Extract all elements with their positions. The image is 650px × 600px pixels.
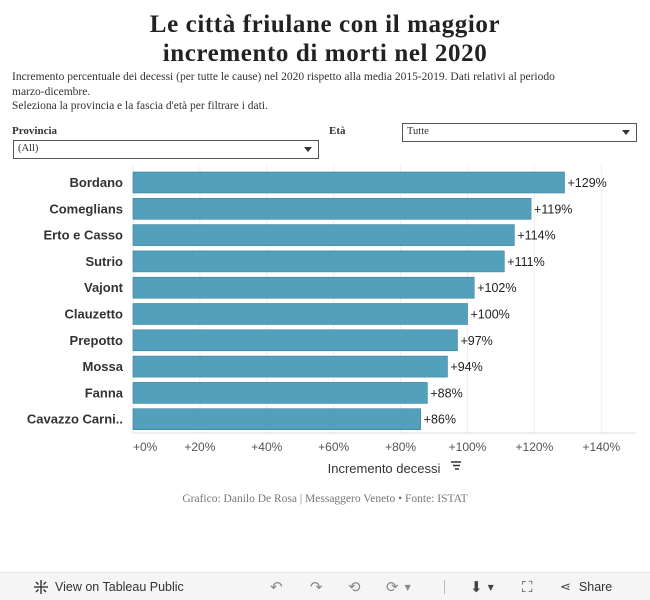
bar [132,382,428,404]
x-tick-label: +0% [133,440,158,454]
download-button[interactable]: ⬇ ▼ [470,573,494,600]
eta-dropdown-value: Tutte [407,126,429,137]
view-on-tableau-button[interactable]: View on Tableau Public [33,573,184,600]
x-tick-label: +60% [318,440,349,454]
value-label: +129% [568,176,607,190]
bar [132,329,458,352]
revert-button[interactable]: ⟲ [348,573,361,600]
refresh-button[interactable]: ⟳ ▼ [386,573,411,600]
provincia-dropdown[interactable]: (All) [13,140,319,159]
x-tick-label: +120% [516,440,554,454]
category-label: Clauzetto [65,307,124,322]
chevron-down-icon: ▼ [487,582,494,592]
share-label: Share [578,580,613,594]
x-tick-label: +40% [251,440,282,454]
chevron-down-icon: ▼ [404,582,411,592]
bar [132,224,515,246]
bar [132,408,421,430]
category-label: Mossa [83,359,124,374]
download-icon: ⬇ [470,578,483,596]
tableau-logo-icon [34,580,48,594]
value-label: +94% [450,360,482,374]
category-label: Prepotto [70,333,124,348]
x-tick-label: +100% [449,440,487,454]
subtitle-line-2: marzo-dicembre. [12,85,91,98]
category-label: Fanna [85,385,124,400]
undo-icon: ↶ [270,578,283,596]
refresh-icon: ⟳ [386,578,399,596]
chart-credit: Grafico: Danilo De Rosa | Messaggero Ven… [182,493,468,505]
value-label: +114% [517,229,555,243]
chart-title: Le città friulane con il maggior increme… [0,10,650,68]
value-label: +88% [430,386,462,400]
redo-icon: ↷ [310,578,323,596]
chevron-down-icon [304,147,312,152]
eta-filter-label: Età [329,125,346,137]
eta-dropdown[interactable]: Tutte [402,123,637,142]
value-label: +111% [507,255,544,269]
category-label: Sutrio [85,254,123,269]
bar [132,250,505,273]
tableau-toolbar: View on Tableau Public ↶ ↷ ⟲ ⟳ ▼ ⬇ ▼ ⛶ ⋖… [0,572,650,600]
category-label: Comeglians [49,201,123,216]
value-label: +102% [477,281,516,295]
bar [132,355,448,378]
view-on-tableau-label: View on Tableau Public [55,580,184,594]
subtitle-line-1: Incremento percentuale dei decessi (per … [12,71,555,83]
x-tick-label: +140% [582,440,620,454]
title-line-2: incremento di morti nel 2020 [162,40,488,67]
redo-button[interactable]: ↷ [310,573,323,600]
category-label: Bordano [70,175,124,190]
value-label: +86% [424,413,456,427]
fullscreen-icon: ⛶ [522,578,533,596]
chevron-down-icon [622,130,630,135]
provincia-filter-label: Provincia [12,125,58,137]
chart-subtitle: Incremento percentuale dei decessi (per … [12,70,632,114]
share-icon: ⋖ [560,579,571,595]
bar [132,171,565,194]
share-button[interactable]: ⋖ Share [560,573,612,600]
category-label: Erto e Casso [44,228,124,243]
fullscreen-button[interactable]: ⛶ [522,573,533,600]
category-label: Cavazzo Carni.. [27,412,123,427]
value-label: +97% [460,334,492,348]
value-label: +100% [471,308,510,322]
revert-icon: ⟲ [348,578,361,596]
x-tick-label: +20% [184,440,215,454]
title-line-1: Le città friulane con il maggior [149,11,501,38]
x-axis-title: Incremento decessi [328,461,441,476]
x-tick-label: +80% [385,440,416,454]
subtitle-line-3: Seleziona la provincia e la fascia d'età… [12,100,268,112]
category-label: Vajont [84,280,124,295]
value-label: +119% [534,202,572,216]
bar-chart: Bordano +129% Comeglians +119% Erto e Casso +… [27,165,636,476]
bar [132,197,532,220]
undo-button[interactable]: ↶ [270,573,283,600]
provincia-dropdown-value: (All) [18,143,39,154]
toolbar-divider [444,580,445,594]
bar [132,303,468,325]
bar [132,276,475,299]
